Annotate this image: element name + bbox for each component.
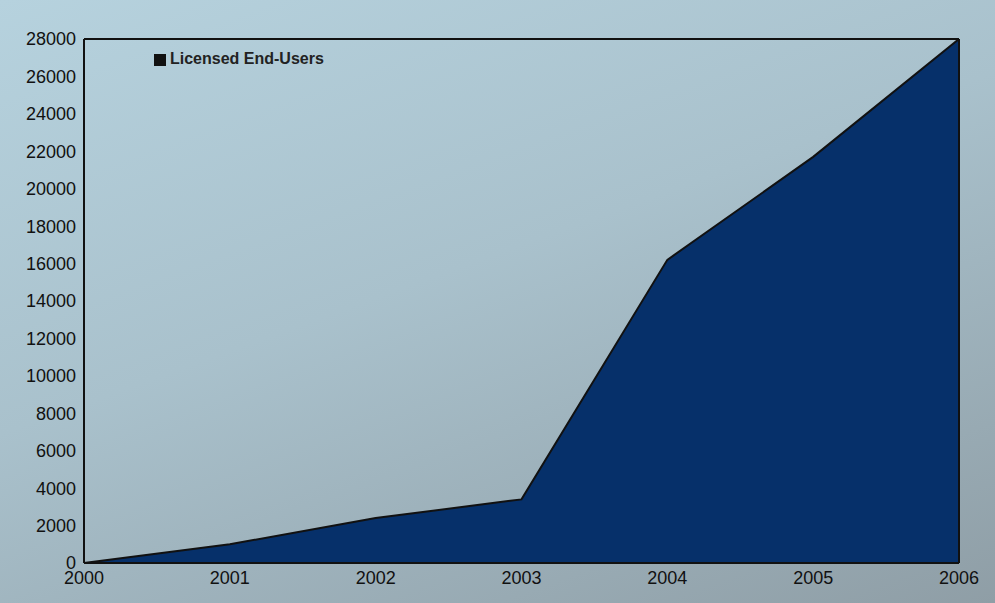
svg-text:24000: 24000: [26, 104, 76, 124]
svg-text:10000: 10000: [26, 366, 76, 386]
svg-text:6000: 6000: [36, 441, 76, 461]
svg-text:20000: 20000: [26, 179, 76, 199]
svg-text:8000: 8000: [36, 404, 76, 424]
svg-text:2005: 2005: [793, 568, 833, 588]
svg-text:2000: 2000: [36, 516, 76, 536]
svg-text:26000: 26000: [26, 67, 76, 87]
svg-text:12000: 12000: [26, 329, 76, 349]
svg-text:2004: 2004: [647, 568, 687, 588]
svg-text:16000: 16000: [26, 254, 76, 274]
svg-text:18000: 18000: [26, 217, 76, 237]
html-text:Licensed End-Users: Licensed End-Users: [170, 50, 324, 67]
svg-text:4000: 4000: [36, 479, 76, 499]
svg-text:2002: 2002: [356, 568, 396, 588]
svg-text:0: 0: [66, 553, 76, 573]
svg-text:2006: 2006: [939, 568, 979, 588]
svg-text:28000: 28000: [26, 29, 76, 49]
svg-text:14000: 14000: [26, 291, 76, 311]
svg-text:2001: 2001: [210, 568, 250, 588]
svg-text:22000: 22000: [26, 142, 76, 162]
svg-text:2000: 2000: [64, 567, 104, 588]
svg-text:2003: 2003: [501, 568, 541, 588]
